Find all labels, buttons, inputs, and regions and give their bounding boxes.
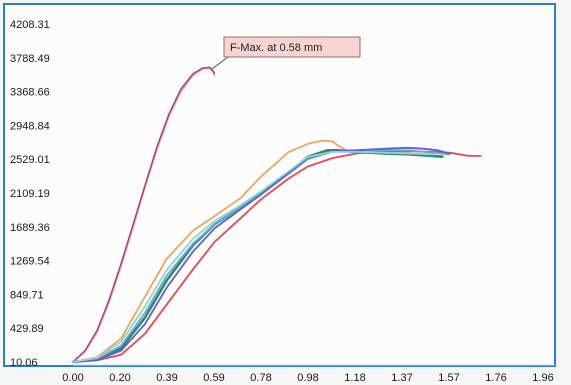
annotation-label: F-Max. at 0.58 mm [230, 42, 322, 54]
y-tick-label: 429.89 [10, 323, 44, 335]
y-tick-label: 3788.49 [10, 53, 50, 65]
y-tick-label: 2948.84 [10, 120, 50, 132]
series-line [72, 146, 451, 363]
y-tick-label: 1269.54 [10, 256, 50, 268]
tick-layer: 10.06 429.89 849.71 1269.54 1689.36 2109.19 25… [10, 19, 554, 384]
x-tick-label: 0.59 [203, 372, 224, 384]
x-tick-label: 0.78 [250, 372, 271, 384]
y-tick-label: 1689.36 [10, 222, 50, 234]
y-tick-label: 3368.66 [10, 87, 50, 99]
y-tick-label: 2529.01 [10, 154, 50, 166]
annotation-leader-line [211, 56, 229, 70]
x-tick-label: 0.20 [109, 372, 130, 384]
y-tick-label: 849.71 [10, 289, 44, 301]
x-tick-label: 1.18 [344, 372, 365, 384]
x-tick-label: 1.57 [438, 372, 459, 384]
x-tick-label: 1.37 [391, 372, 412, 384]
fmax-annotation: F-Max. at 0.58 mm [211, 36, 361, 70]
x-tick-label: 0.00 [62, 372, 83, 384]
series-line [72, 66, 216, 363]
series-line [72, 150, 434, 363]
y-tick-label: 2109.19 [10, 188, 50, 200]
x-tick-label: 0.39 [156, 372, 177, 384]
x-tick-label: 1.96 [532, 372, 553, 384]
x-tick-label: 1.76 [485, 372, 506, 384]
x-tick-label: 0.98 [297, 372, 318, 384]
annotation-box [223, 36, 361, 58]
y-tick-label: 10.06 [10, 357, 38, 369]
series-layer [71, 66, 482, 364]
y-tick-label: 4208.31 [10, 19, 50, 31]
